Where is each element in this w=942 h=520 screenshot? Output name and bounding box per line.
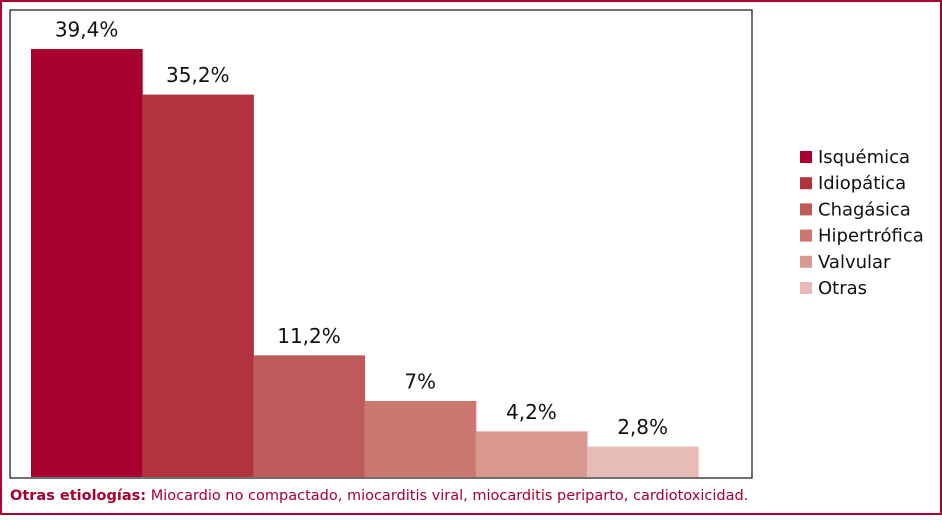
value-label: 35,2% [166, 63, 230, 87]
value-label: 4,2% [506, 400, 557, 424]
legend-label: Hipertrófica [818, 226, 924, 247]
plot-frame [9, 9, 753, 479]
bar [31, 49, 143, 477]
legend-label: Valvular [818, 252, 891, 273]
bar [364, 400, 477, 477]
legend-swatch [800, 282, 812, 294]
legend-swatch [800, 203, 812, 216]
legend-label: Otras [818, 278, 867, 299]
legend-swatch [800, 229, 812, 242]
footnote: Otras etiologías: Miocardio no compactad… [10, 488, 748, 504]
footnote-text: Miocardio no compactado, miocarditis vir… [151, 488, 749, 504]
legend-swatch [800, 255, 812, 268]
value-label: 7% [404, 369, 436, 393]
legend-label: Isquémica [818, 147, 910, 168]
bar [142, 94, 254, 478]
footnote-label: Otras etiologías: [10, 488, 146, 504]
bar [475, 431, 588, 477]
legend-label: Chagásica [818, 199, 911, 220]
bar [587, 446, 699, 477]
value-label: 39,4% [55, 18, 119, 42]
legend-label: Idiopática [818, 173, 906, 194]
bar [253, 355, 366, 477]
legend-swatch [800, 151, 812, 163]
value-label: 11,2% [277, 324, 341, 348]
value-label: 2,8% [617, 415, 668, 439]
legend-swatch [800, 177, 812, 190]
